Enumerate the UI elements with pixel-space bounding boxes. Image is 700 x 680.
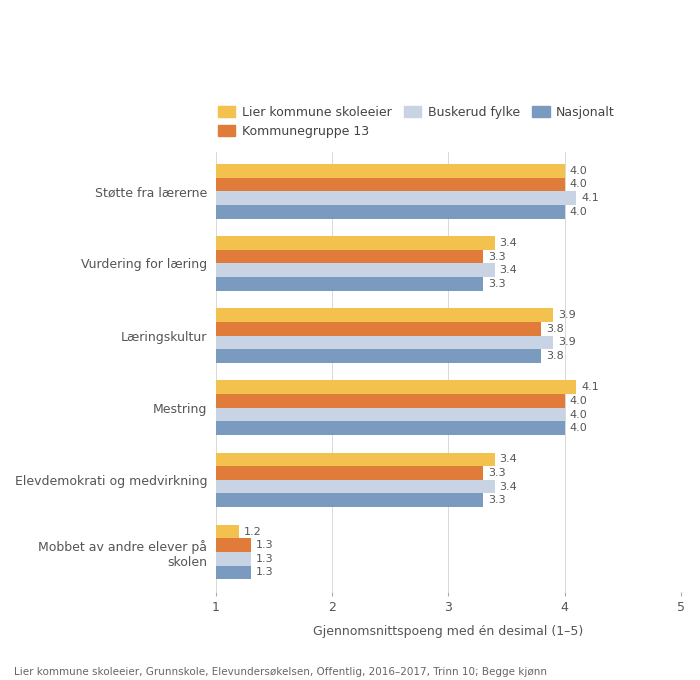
Bar xyxy=(216,322,542,335)
Bar xyxy=(216,453,495,466)
Bar xyxy=(216,263,495,277)
Text: 3.8: 3.8 xyxy=(546,324,564,334)
Bar xyxy=(216,394,565,408)
Text: 3.9: 3.9 xyxy=(558,310,575,320)
Text: Lier kommune skoleeier, Grunnskole, Elevundersøkelsen, Offentlig, 2016–2017, Tri: Lier kommune skoleeier, Grunnskole, Elev… xyxy=(14,666,547,677)
Text: 4.0: 4.0 xyxy=(569,396,587,406)
Text: 4.0: 4.0 xyxy=(569,423,587,433)
Bar xyxy=(216,552,251,566)
Text: 3.3: 3.3 xyxy=(488,495,505,505)
Bar xyxy=(216,236,495,250)
Text: 3.3: 3.3 xyxy=(488,279,505,289)
Text: 1.3: 1.3 xyxy=(256,540,273,550)
Bar xyxy=(216,191,576,205)
Text: 3.8: 3.8 xyxy=(546,351,564,361)
Text: 4.0: 4.0 xyxy=(569,409,587,420)
Bar xyxy=(216,466,483,480)
Text: 3.4: 3.4 xyxy=(500,238,517,248)
Text: 4.0: 4.0 xyxy=(569,207,587,217)
Bar xyxy=(216,250,483,263)
Text: 1.3: 1.3 xyxy=(256,554,273,564)
Bar xyxy=(216,494,483,507)
Text: 4.0: 4.0 xyxy=(569,180,587,190)
X-axis label: Gjennomsnittspoeng med én desimal (1–5): Gjennomsnittspoeng med én desimal (1–5) xyxy=(314,625,584,638)
Bar xyxy=(216,480,495,494)
Text: 3.3: 3.3 xyxy=(488,468,505,478)
Text: 4.0: 4.0 xyxy=(569,166,587,176)
Bar xyxy=(216,422,565,435)
Bar xyxy=(216,177,565,191)
Text: 3.4: 3.4 xyxy=(500,454,517,464)
Text: 4.1: 4.1 xyxy=(581,382,598,392)
Bar xyxy=(216,164,565,177)
Bar xyxy=(216,408,565,422)
Text: 3.3: 3.3 xyxy=(488,252,505,262)
Bar xyxy=(216,308,553,322)
Text: 4.1: 4.1 xyxy=(581,193,598,203)
Bar xyxy=(216,566,251,579)
Text: 3.4: 3.4 xyxy=(500,265,517,275)
Text: 3.9: 3.9 xyxy=(558,337,575,347)
Text: 3.4: 3.4 xyxy=(500,481,517,492)
Bar xyxy=(216,205,565,218)
Text: 1.2: 1.2 xyxy=(244,526,262,537)
Bar xyxy=(216,335,553,350)
Legend: Lier kommune skoleeier, Kommunegruppe 13, Buskerud fylke, Nasjonalt: Lier kommune skoleeier, Kommunegruppe 13… xyxy=(213,101,620,143)
Bar xyxy=(216,525,239,539)
Bar xyxy=(216,539,251,552)
Bar xyxy=(216,380,576,394)
Text: 1.3: 1.3 xyxy=(256,567,273,577)
Bar xyxy=(216,350,542,363)
Bar xyxy=(216,277,483,290)
